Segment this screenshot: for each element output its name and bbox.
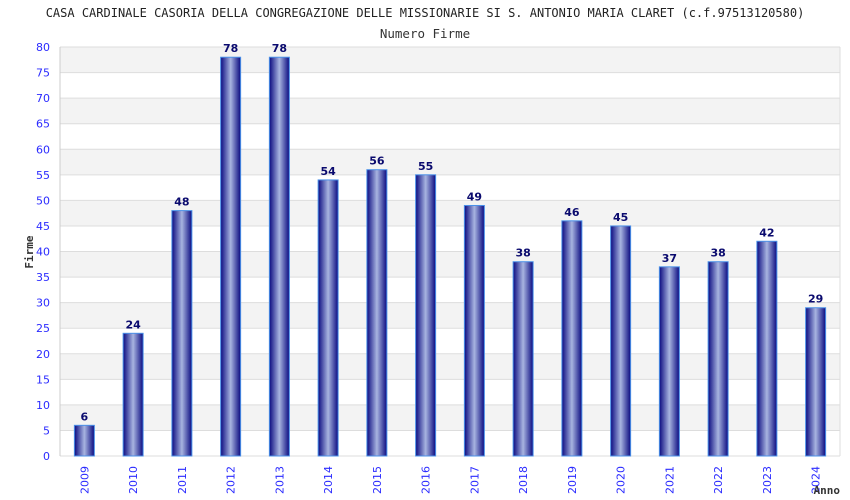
y-tick-label: 60	[36, 143, 50, 156]
bar-2024	[805, 307, 827, 457]
chart-subtitle: Numero Firme	[380, 26, 470, 41]
data-label: 48	[174, 196, 189, 209]
bar-2018	[512, 261, 534, 457]
y-tick-label: 5	[43, 424, 50, 437]
data-label: 37	[662, 252, 677, 265]
x-tick-label: 2023	[761, 466, 774, 494]
bar-2013	[268, 56, 290, 457]
data-label: 42	[759, 226, 774, 239]
y-tick-label: 0	[43, 450, 50, 463]
data-label: 29	[808, 293, 823, 306]
y-tick-label: 70	[36, 92, 50, 105]
y-tick-label: 50	[36, 194, 50, 207]
bar-2010	[122, 332, 144, 457]
bar-2016	[415, 174, 437, 457]
data-label: 6	[81, 410, 89, 423]
bar-2017	[463, 204, 485, 457]
bar-2011	[171, 210, 193, 457]
y-tick-label: 15	[36, 373, 50, 386]
y-axis-label: Firme	[23, 235, 36, 268]
x-tick-label: 2011	[176, 466, 189, 494]
x-tick-label: 2012	[225, 466, 238, 494]
grid-band	[60, 149, 840, 175]
y-tick-label: 45	[36, 220, 50, 233]
bar-2022	[707, 261, 729, 457]
bar-2009	[73, 424, 95, 457]
x-tick-label: 2017	[468, 466, 481, 494]
data-label: 78	[272, 42, 287, 55]
y-tick-label: 25	[36, 322, 50, 335]
bar-2012	[220, 56, 242, 457]
bar-2019	[561, 220, 583, 457]
grid-band	[60, 47, 840, 73]
bar-2015	[366, 169, 388, 457]
data-label: 49	[467, 190, 482, 203]
y-tick-label: 20	[36, 348, 50, 361]
y-tick-label: 40	[36, 246, 50, 259]
bar-2023	[756, 240, 778, 457]
data-label: 45	[613, 211, 628, 224]
y-tick-label: 80	[36, 41, 50, 54]
grid-band	[60, 98, 840, 124]
x-axis-label: Anno	[814, 484, 841, 497]
x-tick-label: 2021	[663, 466, 676, 494]
data-label: 24	[125, 318, 141, 331]
x-tick-label: 2014	[322, 466, 335, 494]
y-tick-label: 55	[36, 169, 50, 182]
x-tick-label: 2020	[615, 466, 628, 494]
data-label: 55	[418, 160, 433, 173]
y-tick-label: 35	[36, 271, 50, 284]
x-tick-label: 2018	[517, 466, 530, 494]
x-tick-label: 2009	[78, 466, 91, 494]
y-tick-label: 10	[36, 399, 50, 412]
x-tick-label: 2019	[566, 466, 579, 494]
x-tick-label: 2013	[273, 466, 286, 494]
x-tick-label: 2015	[371, 466, 384, 494]
bar-2020	[610, 225, 632, 457]
y-tick-label: 75	[36, 67, 50, 80]
data-label: 38	[515, 247, 530, 260]
bar-2021	[658, 266, 680, 457]
x-tick-label: 2016	[420, 466, 433, 494]
x-tick-label: 2010	[127, 466, 140, 494]
chart-title: CASA CARDINALE CASORIA DELLA CONGREGAZIO…	[46, 6, 805, 20]
data-label: 46	[564, 206, 580, 219]
data-label: 54	[320, 165, 336, 178]
data-label: 78	[223, 42, 238, 55]
data-label: 38	[710, 247, 725, 260]
x-tick-label: 2024	[810, 466, 823, 494]
data-label: 56	[369, 155, 385, 168]
y-tick-label: 30	[36, 297, 50, 310]
x-tick-label: 2022	[712, 466, 725, 494]
bar-2014	[317, 179, 339, 457]
y-tick-label: 65	[36, 118, 50, 131]
